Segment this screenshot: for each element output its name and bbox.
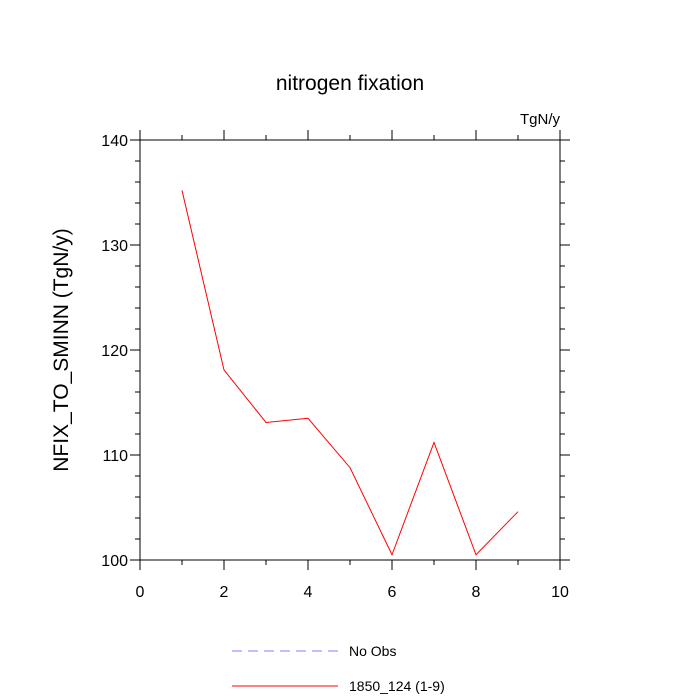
axis-ticks bbox=[130, 130, 570, 570]
units-label: TgN/y bbox=[520, 111, 561, 128]
y-tick-label: 100 bbox=[101, 553, 128, 570]
y-tick-label: 120 bbox=[101, 343, 128, 360]
tick-labels: 0 2 4 6 8 10 100 110 120 130 140 bbox=[101, 133, 569, 601]
plot-frame bbox=[139, 139, 561, 561]
y-tick-label: 130 bbox=[101, 238, 128, 255]
x-tick-label: 6 bbox=[388, 584, 397, 601]
legend: No Obs 1850_124 (1-9) bbox=[232, 643, 445, 694]
chart-title: nitrogen fixation bbox=[276, 72, 424, 95]
legend-label: No Obs bbox=[349, 643, 396, 659]
x-tick-label: 10 bbox=[551, 584, 569, 601]
x-tick-label: 4 bbox=[304, 584, 313, 601]
x-tick-label: 8 bbox=[472, 584, 481, 601]
y-axis-label: NFIX_TO_SMINN (TgN/y) bbox=[50, 228, 73, 471]
legend-label: 1850_124 (1-9) bbox=[349, 678, 445, 694]
series-layer bbox=[181, 190, 519, 557]
x-tick-label: 0 bbox=[136, 584, 145, 601]
x-tick-label: 2 bbox=[220, 584, 229, 601]
series-line bbox=[181, 190, 519, 557]
y-tick-label: 140 bbox=[101, 133, 128, 150]
y-tick-label: 110 bbox=[102, 448, 128, 465]
